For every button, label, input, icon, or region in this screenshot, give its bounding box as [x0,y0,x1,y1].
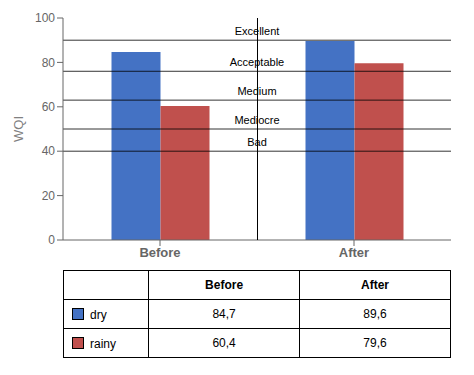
svg-text:Before: Before [139,245,180,260]
html-text:89,6: 89,6 [363,307,387,321]
svg-text:80: 80 [42,56,56,70]
svg-text:Acceptable: Acceptable [230,56,284,68]
html-text:dry: dry [90,307,107,322]
html-text:60,4: 60,4 [212,336,236,350]
svg-text:100: 100 [35,11,55,25]
html-text:After: After [361,278,389,292]
html-text:79,6: 79,6 [363,336,387,350]
html-text:84,7: 84,7 [212,307,236,321]
html-text:rainy: rainy [90,336,116,351]
svg-text:0: 0 [48,233,55,247]
svg-text:40: 40 [42,144,56,158]
svg-text:Medium: Medium [237,85,276,97]
svg-text:Excellent: Excellent [235,25,280,37]
svg-text:Mediocre: Mediocre [234,114,279,126]
svg-text:Bad: Bad [247,136,267,148]
svg-text:WQI: WQI [11,116,26,142]
svg-text:60: 60 [42,100,56,114]
svg-text:After: After [339,245,369,260]
html-text:Before: Before [205,278,244,292]
svg-text:20: 20 [42,189,56,203]
